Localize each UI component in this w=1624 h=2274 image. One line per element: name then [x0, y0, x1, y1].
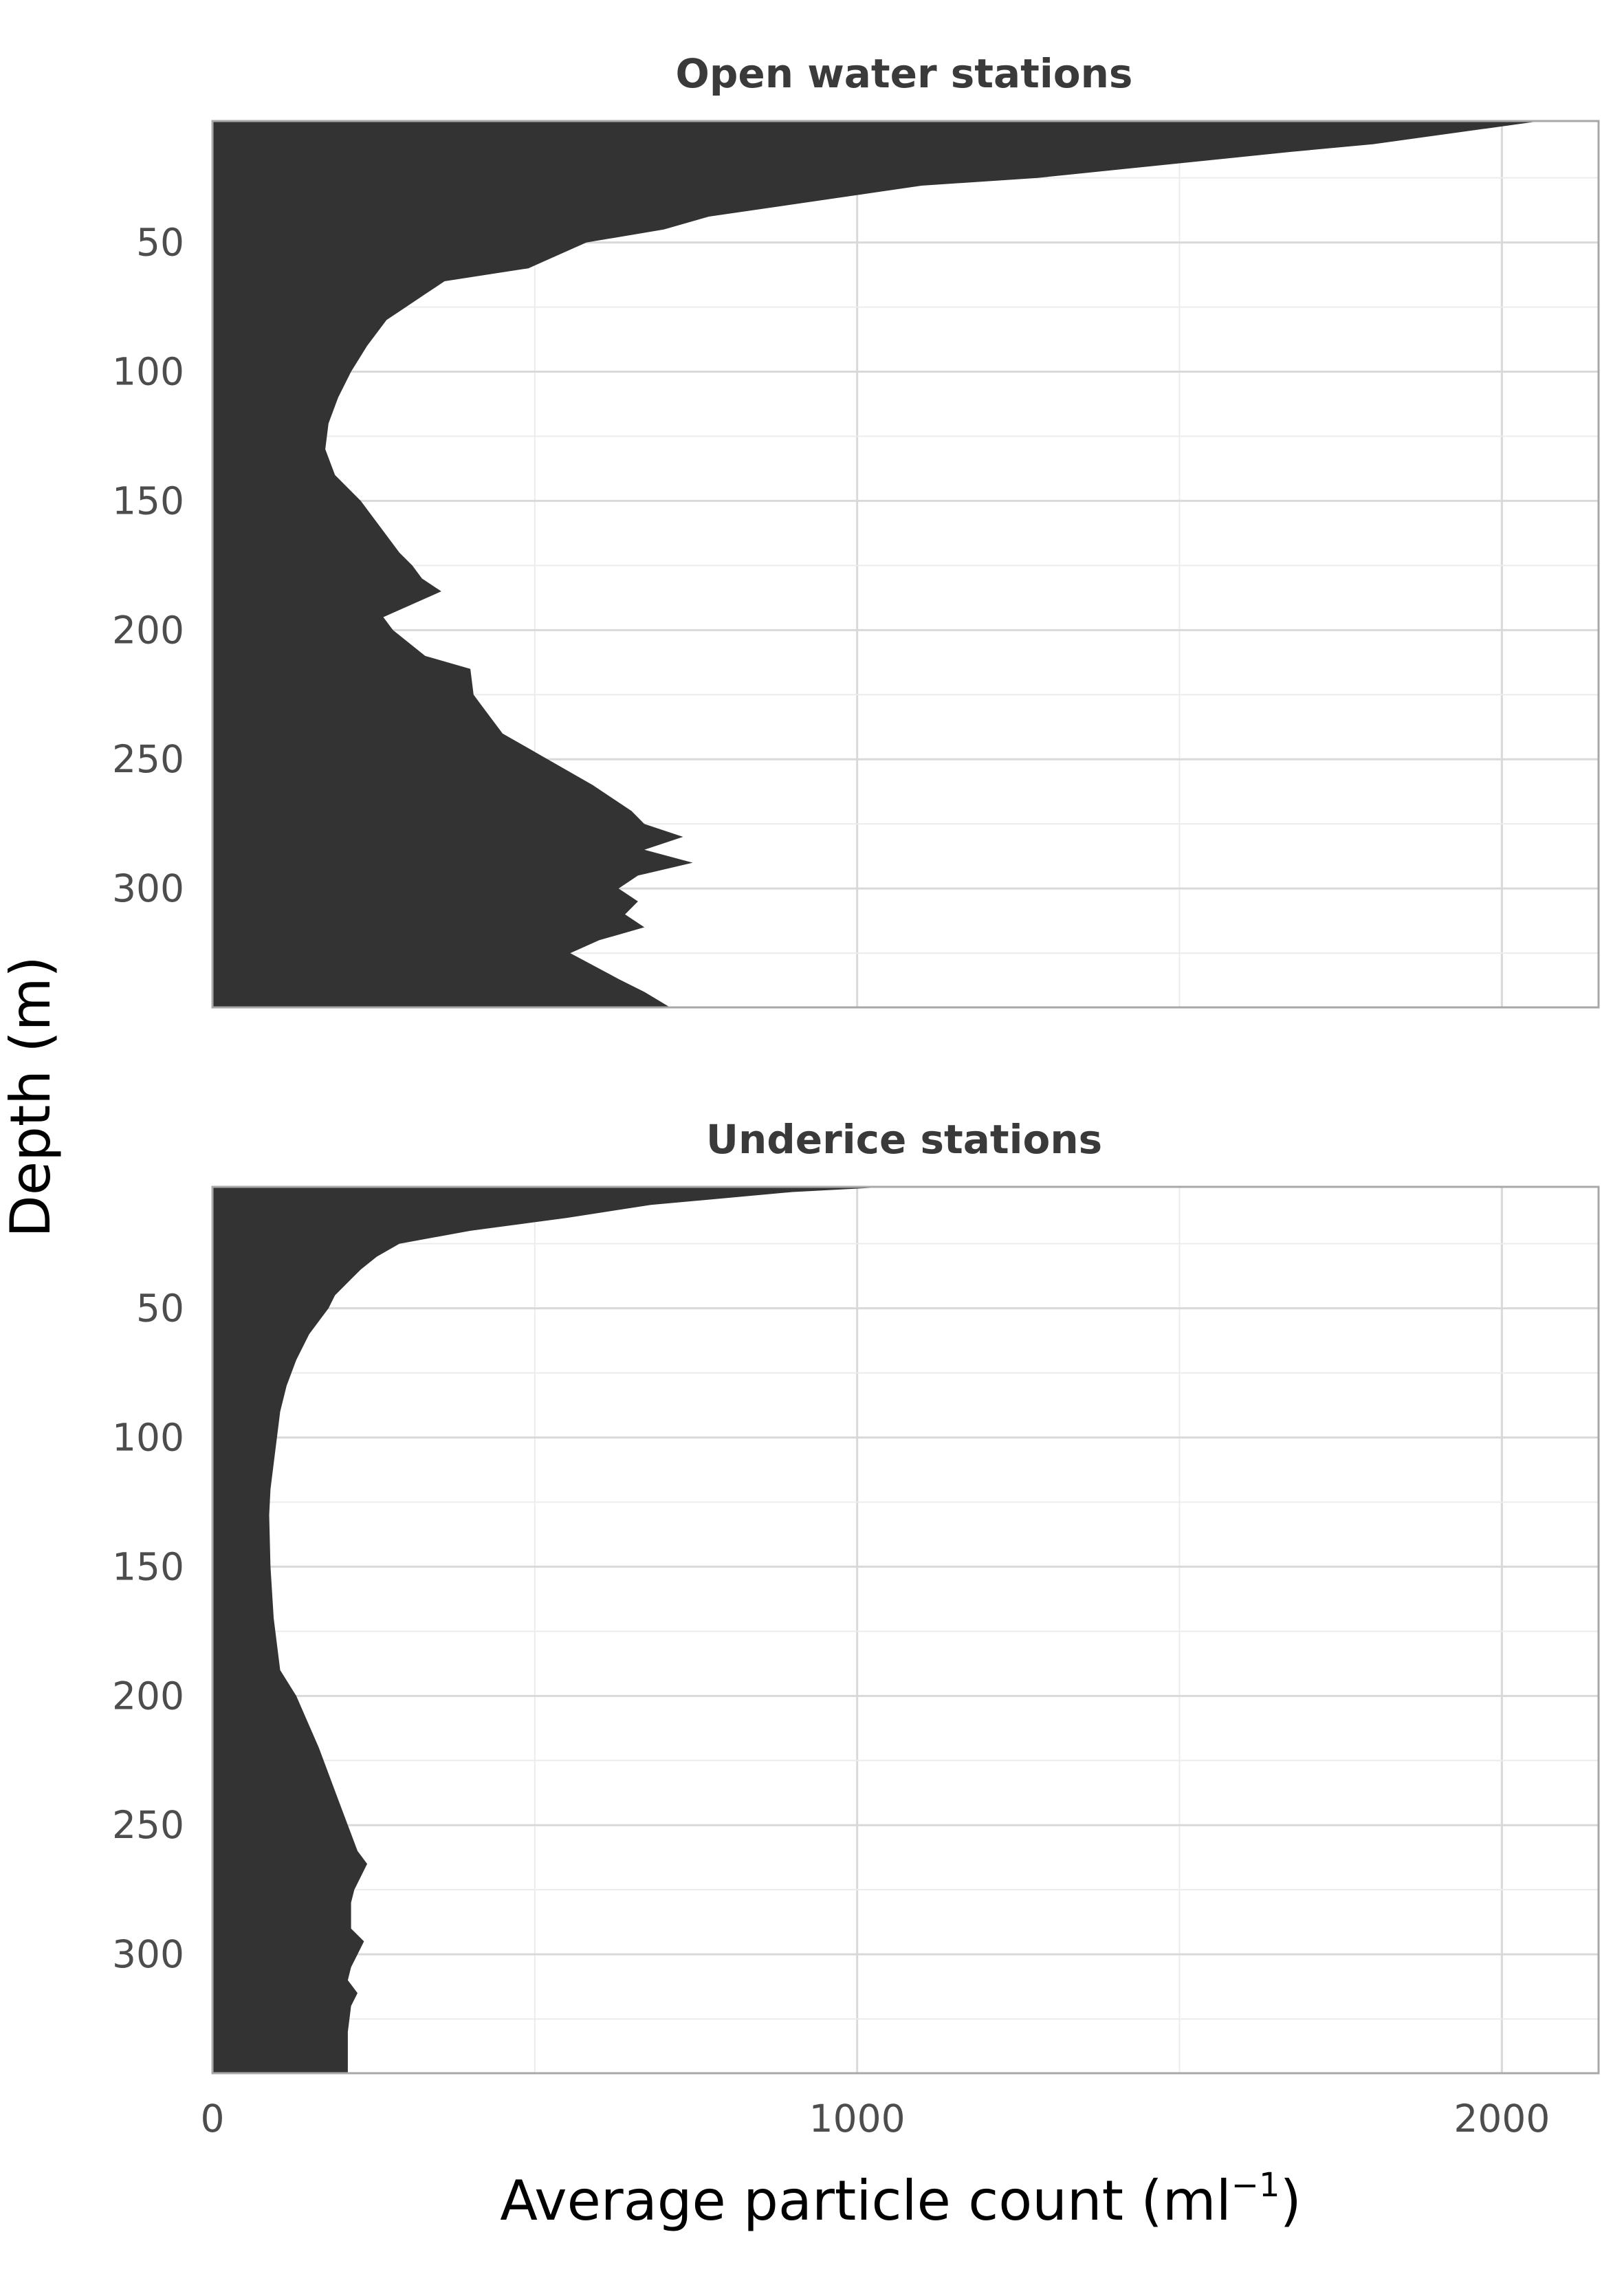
- y-tick-label: 250: [112, 737, 184, 781]
- y-tick-label: 200: [112, 1674, 184, 1718]
- x-tick-label: 0: [201, 2097, 225, 2141]
- y-tick-label: 150: [112, 479, 184, 523]
- x-tick-labels: 0 1000 2000: [201, 2097, 1550, 2141]
- y-tick-labels: 50 100 150 200 250 300: [112, 1287, 184, 1977]
- x-axis-title: Average particle count (ml−1): [500, 2166, 1302, 2233]
- grid: [211, 1187, 1599, 2073]
- x-tick-label: 1000: [809, 2097, 906, 2141]
- panel-border: [211, 1185, 1600, 2075]
- panel-open-water: Open water stations 50 100 150 200 250 300: [112, 50, 1600, 1009]
- panel-title: Underice stations: [706, 1116, 1102, 1163]
- y-tick-label: 250: [112, 1803, 184, 1847]
- y-tick-label: 200: [112, 608, 184, 652]
- y-tick-label: 300: [112, 866, 184, 910]
- y-tick-labels: 50 100 150 200 250 300: [112, 221, 184, 911]
- y-axis-title: Depth (m): [0, 956, 63, 1237]
- y-tick-label: 100: [112, 1416, 184, 1460]
- y-tick-label: 50: [136, 1287, 184, 1331]
- particle-profile-area: [212, 1187, 890, 2073]
- panel-border: [211, 120, 1600, 1009]
- particle-profile-area: [212, 121, 1541, 1007]
- y-tick-label: 50: [136, 221, 184, 265]
- x-tick-label: 2000: [1453, 2097, 1550, 2141]
- panel-underice: Underice stations 50 100 150 200 250 300: [112, 1116, 1600, 2075]
- y-tick-label: 150: [112, 1544, 184, 1588]
- panel-title: Open water stations: [676, 50, 1133, 97]
- y-tick-label: 300: [112, 1932, 184, 1976]
- y-tick-label: 100: [112, 350, 184, 394]
